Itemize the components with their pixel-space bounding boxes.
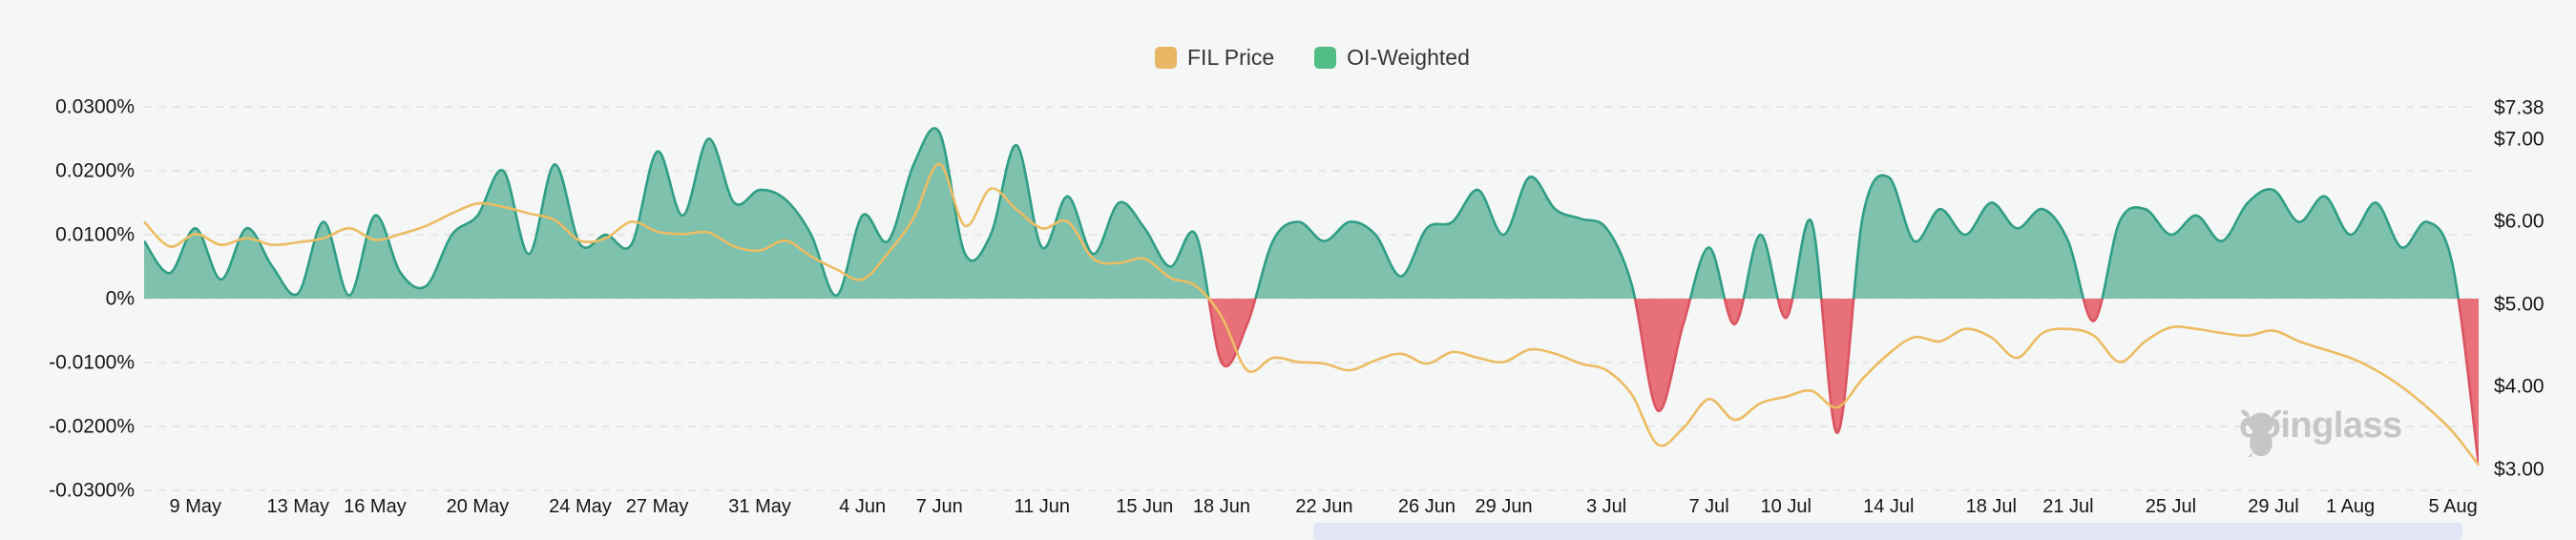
x-axis-tick-label: 29 Jun [1475,496,1533,517]
x-axis-tick-label: 18 Jul [1965,496,2017,517]
x-axis-tick-label: 15 Jun [1116,496,1174,517]
x-axis-tick-label: 7 Jun [915,496,963,517]
x-axis-tick-label: 11 Jun [1014,496,1071,517]
x-axis-tick-label: 14 Jul [1863,496,1915,517]
left-axis-tick-label: 0.0200% [55,159,135,182]
x-axis-tick-label: 31 May [728,496,791,517]
x-axis-tick-label: 10 Jul [1760,496,1812,517]
x-axis-tick-label: 29 Jul [2248,496,2299,517]
legend-label: FIL Price [1187,45,1275,70]
x-axis-tick-label: 7 Jul [1688,496,1729,517]
left-axis-tick-label: 0.0300% [55,95,135,118]
legend-item-oi-weighted[interactable]: OI-Weighted [1314,47,1470,69]
x-axis-tick-label: 3 Jul [1585,496,1627,517]
right-axis-tick-label: $5.00 [2494,293,2545,316]
left-axis-tick-label: -0.0100% [49,351,135,374]
x-axis-tick-label: 16 May [344,496,407,517]
right-axis-tick-label: $4.00 [2494,375,2545,398]
chart-legend: FIL Price OI-Weighted [1155,47,1470,69]
left-axis-tick-label: 0% [105,287,135,310]
x-axis-tick-label: 27 May [625,496,689,517]
funding-area-positive [144,128,2479,299]
price-line [143,162,2481,467]
left-axis-tick-label: 0.0100% [55,223,135,246]
left-axis-tick-label: -0.0200% [49,415,135,438]
x-axis-tick-label: 9 May [169,496,221,517]
x-axis-tick-label: 18 Jun [1192,496,1250,517]
right-axis-tick-label: $7.38 [2494,96,2545,119]
x-axis-tick-label: 26 Jun [1397,496,1456,517]
x-axis-tick-label: 5 Aug [2428,496,2478,517]
x-axis-tick-label: 25 Jul [2145,496,2197,517]
right-axis-tick-label: $6.00 [2494,210,2545,233]
funding-line-positive [144,127,2461,299]
x-axis-tick-label: 4 Jun [839,496,887,517]
legend-label: OI-Weighted [1347,45,1470,70]
right-axis-tick-label: $7.00 [2494,128,2545,151]
x-axis-tick-label: 24 May [549,496,612,517]
x-axis-tick-label: 13 May [266,496,330,517]
x-axis-tick-label: 1 Aug [2326,496,2376,517]
legend-swatch-icon [1155,47,1177,69]
legend-swatch-icon [1314,47,1337,69]
left-axis-tick-label: -0.0300% [49,479,135,502]
x-axis-tick-label: 20 May [446,496,510,517]
right-axis-tick-label: $3.00 [2494,458,2545,481]
legend-item-fil-price[interactable]: FIL Price [1155,47,1274,69]
chart-scrollbar[interactable] [1313,523,2462,540]
x-axis-tick-label: 21 Jul [2042,496,2094,517]
x-axis-tick-label: 22 Jun [1295,496,1353,517]
